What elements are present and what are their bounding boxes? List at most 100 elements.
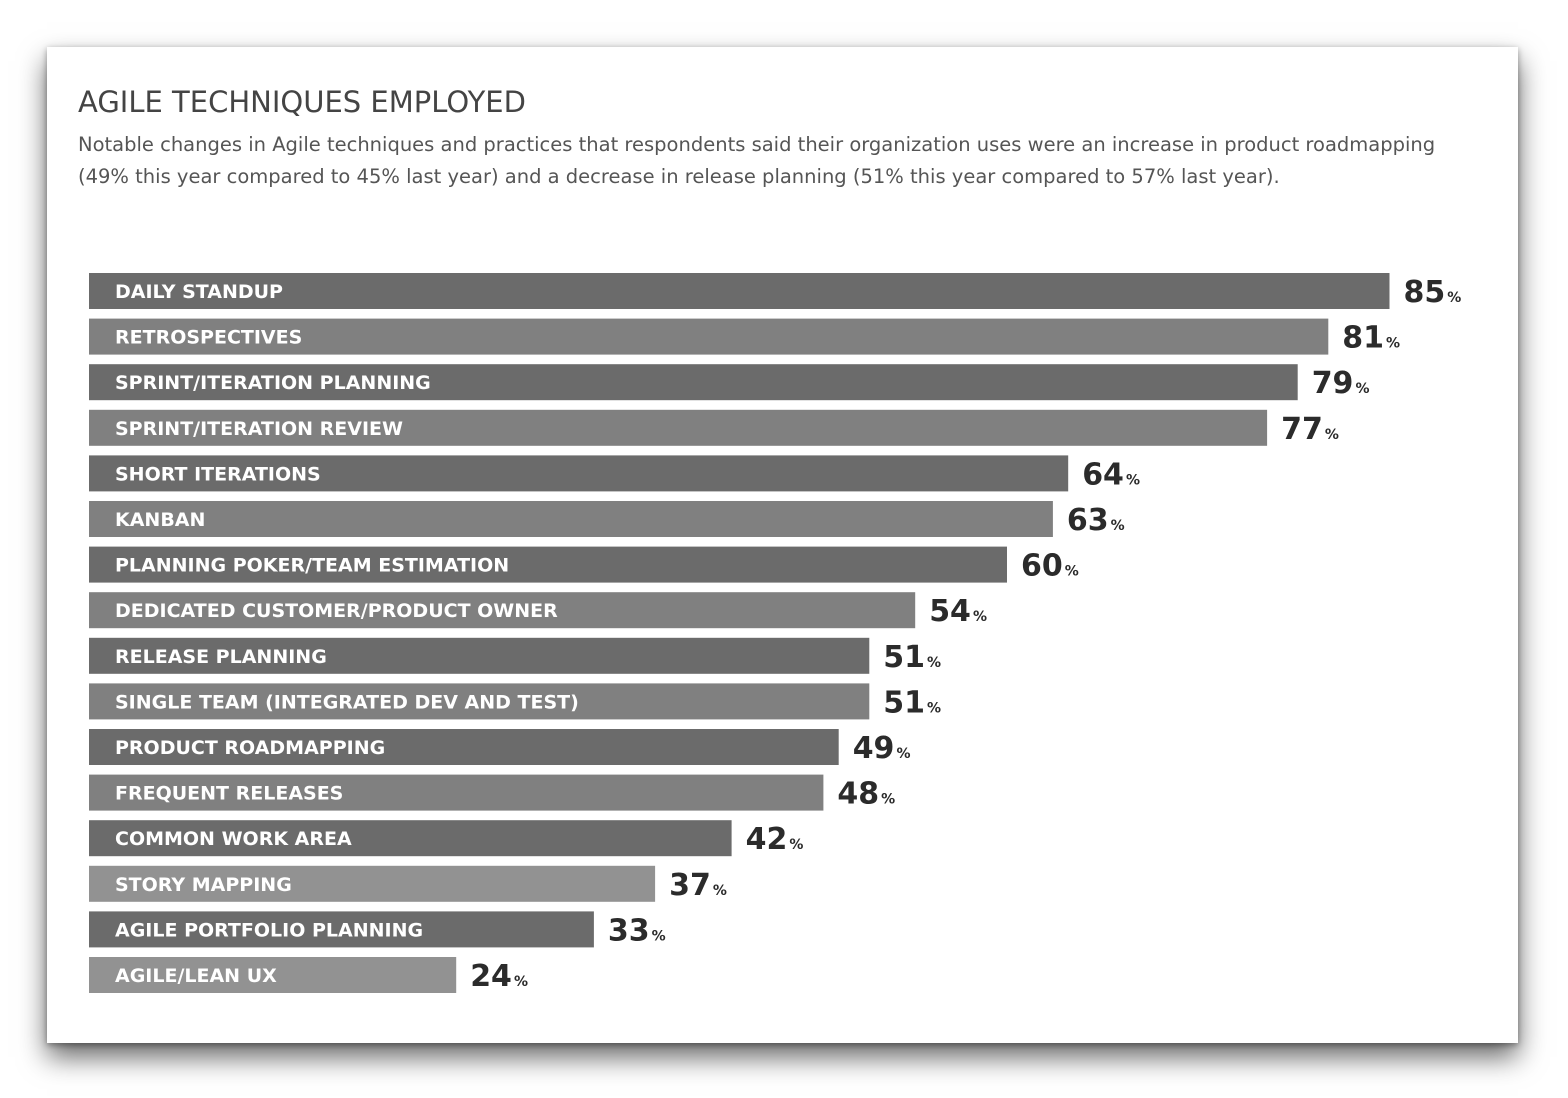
bar-value-suffix: % (927, 655, 941, 671)
bar (89, 911, 594, 948)
bar-value-label: 33% (608, 913, 666, 948)
bar (89, 637, 870, 674)
bar-value-label: 77% (1281, 412, 1339, 447)
bar-value-label: 49% (853, 731, 911, 766)
bar (89, 729, 839, 765)
bar (89, 318, 1329, 355)
bar-value-suffix: % (1065, 564, 1079, 580)
bar-value-number: 24 (470, 959, 512, 994)
bar-value-suffix: % (1126, 472, 1140, 488)
bar-value-label: 42% (746, 822, 804, 857)
bar-category-label: AGILE PORTFOLIO PLANNING (115, 919, 423, 941)
bar-value-label: 51% (883, 685, 941, 720)
bar-category-label: RELEASE PLANNING (115, 646, 327, 668)
bar (89, 774, 824, 811)
bar (89, 683, 870, 720)
bar-value-number: 51 (883, 685, 925, 720)
bar (89, 273, 1390, 309)
bar (89, 592, 916, 629)
bar-row: SINGLE TEAM (INTEGRATED DEV AND TEST) 51% (89, 683, 941, 720)
bar-category-label: COMMON WORK AREA (115, 828, 352, 850)
bar-category-label: FREQUENT RELEASES (115, 783, 343, 805)
bar (89, 957, 457, 993)
bar-row: FREQUENT RELEASES 48% (89, 774, 895, 812)
bar-row: SPRINT/ITERATION PLANNING 79% (89, 364, 1369, 401)
bar-value-number: 49 (853, 731, 895, 766)
bar (89, 546, 1007, 583)
bar-value-label: 24% (470, 959, 528, 994)
bar-value-number: 64 (1082, 457, 1124, 492)
bar-row: PRODUCT ROADMAPPING 49% (89, 729, 910, 766)
bar-value-number: 54 (929, 594, 971, 629)
bar-value-label: 37% (669, 868, 727, 903)
bar-value-number: 81 (1342, 321, 1384, 356)
bar-value-label: 81% (1342, 321, 1400, 356)
bar-value-number: 63 (1067, 503, 1109, 538)
bar-value-suffix: % (1386, 336, 1400, 352)
bar-value-number: 42 (746, 822, 788, 857)
bar-category-label: AGILE/LEAN UX (115, 965, 277, 987)
bar-category-label: SINGLE TEAM (INTEGRATED DEV AND TEST) (115, 691, 579, 713)
bar-category-label: RETROSPECTIVES (115, 327, 302, 349)
bar-category-label: KANBAN (115, 509, 205, 531)
bar-row: SHORT ITERATIONS 64% (89, 455, 1140, 492)
chart-subtitle: Notable changes in Agile techniques and … (78, 133, 1436, 188)
bar-row: PLANNING POKER/TEAM ESTIMATION 60% (89, 546, 1079, 584)
bar-value-label: 60% (1021, 549, 1079, 584)
bar-value-number: 85 (1404, 275, 1446, 310)
bar-value-number: 79 (1312, 366, 1354, 401)
bar-value-suffix: % (713, 883, 727, 899)
bar (89, 409, 1268, 446)
bar-row: DEDICATED CUSTOMER/PRODUCT OWNER 54% (89, 592, 987, 629)
bar-value-number: 51 (883, 640, 925, 675)
chart-title: AGILE TECHNIQUES EMPLOYED (78, 85, 526, 119)
bar-value-label: 63% (1067, 503, 1125, 538)
bar-value-label: 48% (837, 777, 895, 812)
bar-row: RETROSPECTIVES 81% (89, 318, 1400, 356)
bar-category-label: DAILY STANDUP (115, 281, 283, 303)
bar-row: KANBAN 63% (89, 501, 1125, 538)
bar-row: COMMON WORK AREA 42% (89, 820, 803, 857)
bar-value-number: 33 (608, 913, 650, 948)
bar-value-suffix: % (789, 837, 803, 853)
bar-category-label: SHORT ITERATIONS (115, 463, 321, 485)
bar-value-label: 64% (1082, 457, 1140, 492)
bar-value-label: 51% (883, 640, 941, 675)
bar-value-number: 37 (669, 868, 711, 903)
bar-value-suffix: % (514, 974, 528, 990)
bar-row: RELEASE PLANNING 51% (89, 637, 941, 675)
bar-value-suffix: % (1111, 518, 1125, 534)
bar (89, 455, 1069, 492)
bar (89, 364, 1298, 401)
bar-value-suffix: % (927, 700, 941, 716)
bar-value-suffix: % (1355, 381, 1369, 397)
bar-row: SPRINT/ITERATION REVIEW 77% (89, 409, 1339, 447)
bar-category-label: STORY MAPPING (115, 874, 292, 896)
bar-value-suffix: % (1447, 290, 1461, 306)
bar-category-label: PLANNING POKER/TEAM ESTIMATION (115, 555, 509, 577)
bar-value-label: 79% (1312, 366, 1370, 401)
bar-value-label: 85% (1404, 275, 1462, 310)
bar-value-suffix: % (973, 609, 987, 625)
bar-row: AGILE/LEAN UX 24% (89, 957, 528, 994)
bar-category-label: DEDICATED CUSTOMER/PRODUCT OWNER (115, 600, 558, 622)
bar-chart: DAILY STANDUP 85 %RETROSPECTIVES 81 %SPRINT/… (89, 273, 1461, 994)
bar-value-number: 77 (1281, 412, 1323, 447)
bar-row: STORY MAPPING 37% (89, 865, 727, 903)
bar-category-label: SPRINT/ITERATION REVIEW (115, 418, 403, 440)
bar (89, 865, 656, 902)
bar-category-label: SPRINT/ITERATION PLANNING (115, 372, 431, 394)
bar-value-suffix: % (881, 792, 895, 808)
bar-value-suffix: % (1325, 427, 1339, 443)
bar-row: DAILY STANDUP 85% (89, 273, 1461, 310)
chart-card: AGILE TECHNIQUES EMPLOYED Notable change… (47, 47, 1518, 1043)
bar-value-suffix: % (896, 746, 910, 762)
bar (89, 501, 1053, 537)
bar-value-suffix: % (652, 928, 666, 944)
bar-value-number: 48 (837, 777, 879, 812)
bar (89, 820, 732, 857)
bar-row: AGILE PORTFOLIO PLANNING 33% (89, 911, 666, 948)
bar-value-label: 54% (929, 594, 987, 629)
bar-value-number: 60 (1021, 549, 1063, 584)
bar-category-label: PRODUCT ROADMAPPING (115, 737, 385, 759)
